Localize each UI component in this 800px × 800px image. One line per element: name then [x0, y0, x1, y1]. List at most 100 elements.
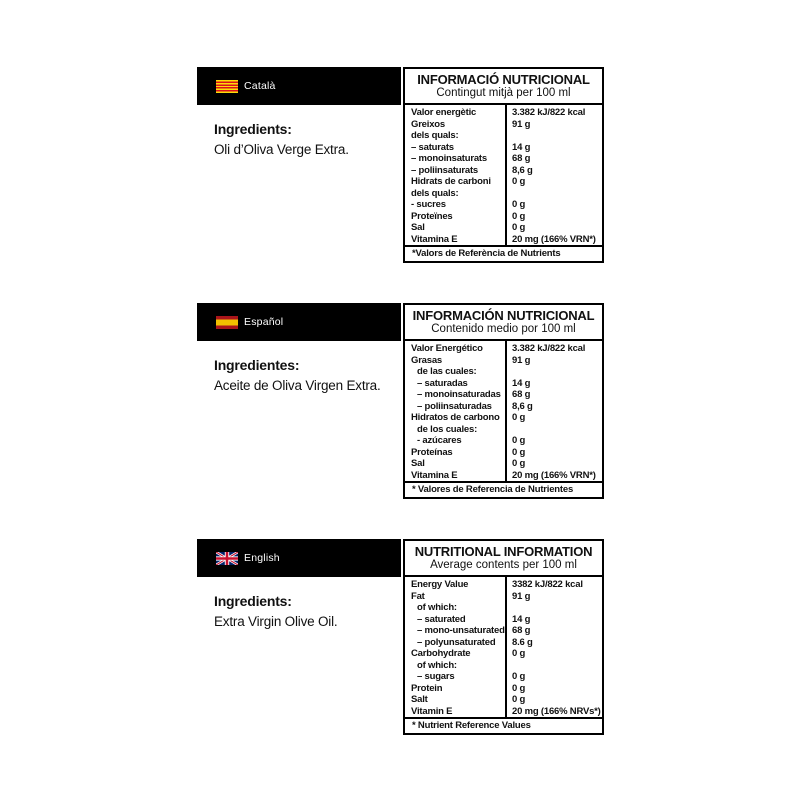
product-label: Español Ingredientes: Aceite de Oliva Vi… — [197, 303, 604, 499]
nutrient-value: 0 g — [512, 694, 526, 705]
nutrient-value: 0 g — [512, 222, 526, 233]
language-flag-icon — [216, 551, 238, 565]
nutrient-row: – mono-unsaturated 68 g — [405, 625, 602, 637]
nutrient-row: – sugars 0 g — [405, 671, 602, 683]
nutrient-name: – monoinsaturats — [411, 153, 487, 164]
nutrient-value: 0 g — [512, 412, 526, 423]
language-bar: English — [197, 539, 401, 577]
column-divider — [505, 577, 507, 717]
nutrient-name: de los cuales: — [417, 423, 478, 435]
nutrient-value: 3382 kJ/822 kcal — [512, 579, 583, 590]
ingredients-text: Oli d’Oliva Verge Extra. — [214, 142, 349, 157]
nutrient-value: 0 g — [512, 458, 526, 469]
nutrient-row: – monoinsaturats 68 g — [405, 153, 602, 165]
nutrient-name: – monoinsaturadas — [417, 389, 501, 400]
nutrient-row: – poliinsaturadas 8,6 g — [405, 401, 602, 413]
nutrient-row: Valor energètic 3.382 kJ/822 kcal — [405, 107, 602, 119]
nutrition-table-body: Energy Value 3382 kJ/822 kcal Fat 91 g of wh… — [405, 577, 602, 717]
nutrient-name: Hidratos de carbono — [411, 412, 500, 423]
language-name: English — [244, 552, 280, 564]
nutrient-row: Sal 0 g — [405, 222, 602, 234]
nutrition-table-header: INFORMACIÓN NUTRICIONAL Contenido medio … — [405, 305, 602, 341]
nutrient-row: of which: — [405, 602, 602, 614]
nutrition-table-footnote: * Valores de Referencia de Nutrientes — [405, 481, 602, 497]
nutrient-name: Vitamina E — [411, 233, 458, 245]
nutrition-table-subtitle: Average contents per 100 ml — [430, 559, 577, 571]
nutrient-value: 14 g — [512, 613, 531, 625]
nutrient-name: – saturats — [411, 141, 454, 153]
nutrient-name: Valor energètic — [411, 107, 477, 118]
nutrient-name: – saturadas — [417, 377, 468, 389]
nutrient-row: de los cuales: — [405, 424, 602, 436]
nutrient-value: 3.382 kJ/822 kcal — [512, 107, 586, 118]
nutrient-name: Vitamina E — [411, 469, 458, 481]
nutrient-value: 0 g — [512, 435, 526, 446]
nutrient-name: dels quals: — [411, 187, 459, 199]
nutrient-row: – saturadas 14 g — [405, 378, 602, 390]
nutrient-name: Grasas — [411, 354, 443, 366]
nutrient-name: - sucres — [411, 199, 446, 210]
nutrient-value: 68 g — [512, 389, 531, 400]
nutrition-table-footnote: * Nutrient Reference Values — [405, 717, 602, 733]
nutrient-row: – polyunsaturated 8.6 g — [405, 637, 602, 649]
nutrient-value: 68 g — [512, 153, 531, 164]
nutrient-value: 20 mg (166% VRN*) — [512, 233, 596, 245]
nutrient-name: Energy Value — [411, 579, 469, 590]
nutrition-table-subtitle: Contingut mitjà per 100 ml — [436, 87, 571, 99]
nutrient-name: of which: — [417, 602, 457, 613]
nutrition-table-title: INFORMACIÓ NUTRICIONAL — [417, 72, 590, 87]
language-bar: Català — [197, 67, 401, 105]
nutrient-row: Vitamina E 20 mg (166% VRN*) — [405, 470, 602, 482]
nutrient-row: Hidratos de carbono 0 g — [405, 412, 602, 424]
nutrient-value: 20 mg (166% NRVs*) — [512, 705, 601, 717]
nutrient-name: Protein — [411, 682, 443, 694]
nutrient-name: Fat — [411, 590, 425, 602]
nutrient-row: de las cuales: — [405, 366, 602, 378]
ingredients-section: Ingredients: Extra Virgin Olive Oil. — [214, 593, 402, 629]
nutrient-name: Proteínas — [411, 446, 453, 458]
nutrition-table-body: Valor Energético 3.382 kJ/822 kcal Grasas 9… — [405, 341, 602, 481]
nutrient-value: 0 g — [512, 210, 526, 222]
nutrient-row: Vitamina E 20 mg (166% VRN*) — [405, 234, 602, 246]
nutrient-row: Proteínas 0 g — [405, 447, 602, 459]
nutrient-name: Sal — [411, 222, 425, 233]
nutrition-table-header: INFORMACIÓ NUTRICIONAL Contingut mitjà p… — [405, 69, 602, 105]
nutrient-row: Hidrats de carboni 0 g — [405, 176, 602, 188]
nutrient-value: 14 g — [512, 377, 531, 389]
nutrient-value: 3.382 kJ/822 kcal — [512, 343, 586, 354]
nutrient-value: 91 g — [512, 354, 531, 366]
nutrient-row: Salt 0 g — [405, 694, 602, 706]
language-name: Español — [244, 316, 284, 328]
language-flag-icon — [216, 315, 238, 329]
nutrition-table: NUTRITIONAL INFORMATION Average contents… — [403, 539, 604, 735]
nutrient-row: dels quals: — [405, 130, 602, 142]
nutrient-row: - azúcares 0 g — [405, 435, 602, 447]
nutrient-value: 8.6 g — [512, 636, 533, 648]
nutrient-name: Salt — [411, 694, 428, 705]
nutrient-name: Valor Energético — [411, 343, 483, 354]
nutrient-row: – saturats 14 g — [405, 142, 602, 154]
nutrient-row: of which: — [405, 660, 602, 672]
nutrition-table-subtitle: Contenido medio por 100 ml — [431, 323, 576, 335]
spain-flag-icon — [216, 315, 238, 329]
nutrient-row: Proteïnes 0 g — [405, 211, 602, 223]
nutrition-table: INFORMACIÓN NUTRICIONAL Contenido medio … — [403, 303, 604, 499]
nutrient-name: Carbohydrate — [411, 648, 471, 659]
catalonia-flag-icon — [216, 79, 238, 93]
ingredients-text: Extra Virgin Olive Oil. — [214, 614, 338, 629]
nutrient-value: 91 g — [512, 590, 531, 602]
ingredients-section: Ingredients: Oli d’Oliva Verge Extra. — [214, 121, 402, 157]
nutrition-table-title: NUTRITIONAL INFORMATION — [414, 544, 593, 559]
nutrient-row: Carbohydrate 0 g — [405, 648, 602, 660]
language-flag-icon — [216, 79, 238, 93]
nutrient-row: Energy Value 3382 kJ/822 kcal — [405, 579, 602, 591]
nutrient-row: - sucres 0 g — [405, 199, 602, 211]
nutrient-name: – mono-unsaturated — [417, 625, 505, 636]
ingredients-heading: Ingredients: — [214, 593, 292, 609]
ingredients-section: Ingredientes: Aceite de Oliva Virgen Ext… — [214, 357, 402, 393]
nutrient-value: 0 g — [512, 176, 526, 187]
nutrient-name: Greixos — [411, 118, 445, 130]
nutrient-row: Fat 91 g — [405, 591, 602, 603]
nutrient-name: – sugars — [417, 671, 455, 682]
nutrition-table-header: NUTRITIONAL INFORMATION Average contents… — [405, 541, 602, 577]
